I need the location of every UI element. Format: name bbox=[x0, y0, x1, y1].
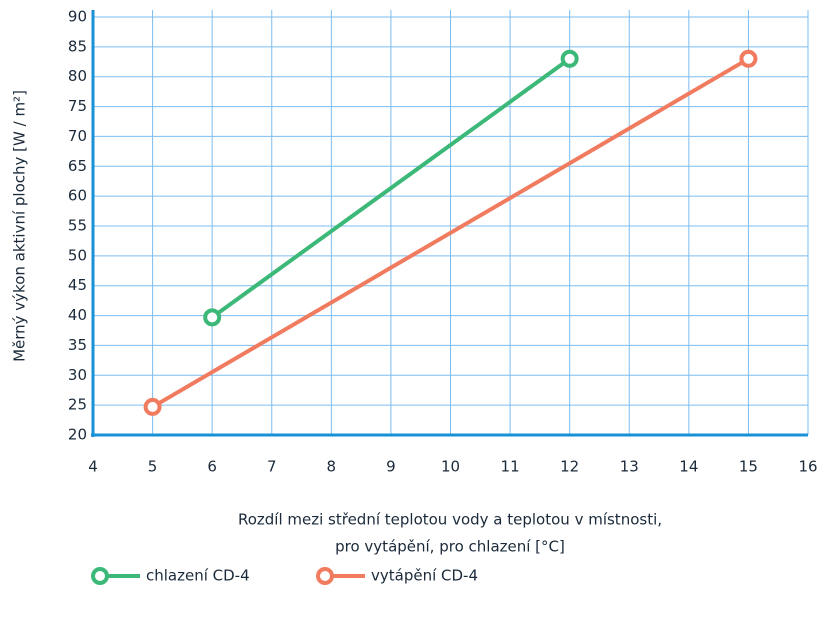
y-tick-label: 70 bbox=[68, 127, 87, 145]
y-tick-label: 80 bbox=[68, 67, 87, 85]
y-tick-label: 45 bbox=[68, 276, 87, 294]
y-tick-label: 55 bbox=[68, 217, 87, 235]
y-tick-label: 30 bbox=[68, 366, 87, 384]
legend-marker bbox=[316, 567, 334, 585]
point-marker bbox=[143, 397, 162, 416]
series-line bbox=[151, 57, 750, 409]
x-tick-label: 14 bbox=[679, 458, 698, 476]
x-tick-label: 11 bbox=[501, 458, 520, 476]
x-tick-label: 4 bbox=[88, 458, 98, 476]
x-tick-label: 12 bbox=[560, 458, 579, 476]
x-tick-label: 13 bbox=[620, 458, 639, 476]
x-tick-label: 15 bbox=[739, 458, 758, 476]
y-tick-label: 60 bbox=[68, 187, 87, 205]
x-tick-label: 8 bbox=[327, 458, 337, 476]
point-marker bbox=[739, 49, 758, 68]
y-tick-label: 40 bbox=[68, 306, 87, 324]
y-tick-label: 50 bbox=[68, 246, 87, 264]
y-tick-label: 25 bbox=[68, 396, 87, 414]
y-tick-label: 35 bbox=[68, 336, 87, 354]
x-tick-label: 10 bbox=[441, 458, 460, 476]
legend-label: vytápění CD-4 bbox=[371, 567, 478, 585]
y-tick-label: 65 bbox=[68, 157, 87, 175]
y-tick-label: 90 bbox=[68, 8, 87, 26]
x-tick-label: 16 bbox=[798, 458, 817, 476]
x-tick-label: 9 bbox=[386, 458, 396, 476]
series-line bbox=[210, 57, 571, 319]
x-tick-label: 7 bbox=[267, 458, 277, 476]
legend-label: chlazení CD-4 bbox=[146, 567, 250, 585]
y-tick-label: 75 bbox=[68, 97, 87, 115]
y-tick-label: 20 bbox=[68, 426, 87, 444]
point-marker bbox=[203, 308, 222, 327]
y-axis-label: Měrný výkon aktivní plochy [W / m²] bbox=[11, 90, 29, 362]
x-axis-label: Rozdíl mezi střední teplotou vody a tepl… bbox=[238, 511, 662, 529]
x-tick-label: 6 bbox=[207, 458, 217, 476]
x-axis-label: pro vytápění, pro chlazení [°C] bbox=[335, 538, 565, 556]
y-tick-label: 85 bbox=[68, 37, 87, 55]
point-marker bbox=[560, 49, 579, 68]
legend-marker bbox=[91, 567, 109, 585]
x-tick-label: 5 bbox=[148, 458, 158, 476]
